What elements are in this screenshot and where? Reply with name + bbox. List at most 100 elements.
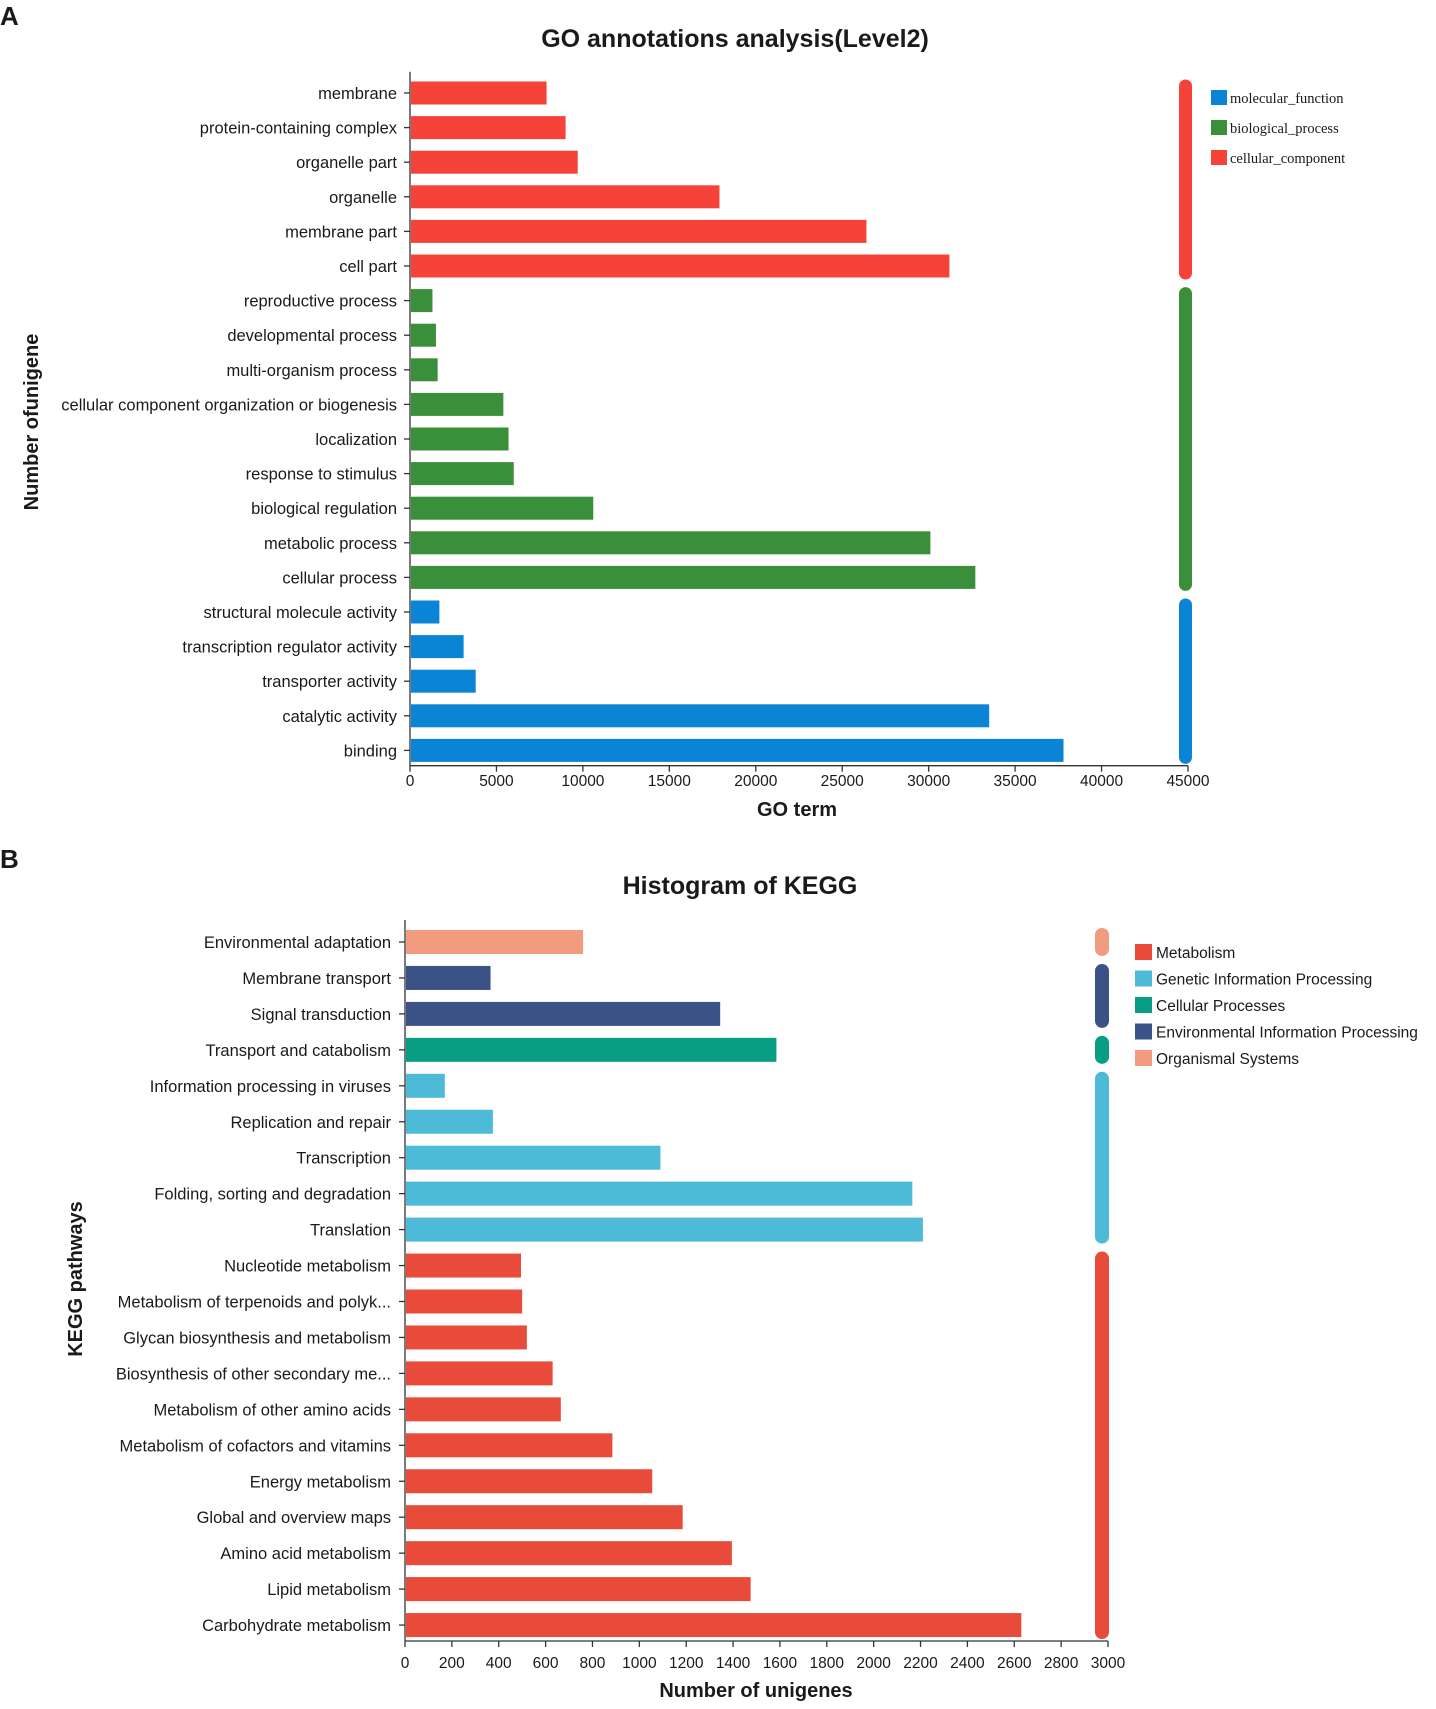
kegg-bar: [406, 1325, 527, 1350]
go-x-tick-label: 25000: [821, 773, 864, 790]
kegg-legend-swatch: [1135, 997, 1152, 1013]
kegg-bar: [406, 1253, 521, 1278]
kegg-bar: [406, 1577, 751, 1602]
kegg-group-indicator: [1095, 1071, 1109, 1244]
kegg-category-label: Transcription: [296, 1150, 391, 1168]
kegg-bar: [406, 965, 491, 990]
go-group-indicators: [1179, 79, 1192, 764]
kegg-chart-title: Histogram of KEGG: [623, 872, 858, 900]
go-x-tick-label: 45000: [1166, 773, 1209, 790]
go-category-label: metabolic process: [264, 535, 397, 553]
go-category-label: transcription regulator activity: [182, 639, 397, 657]
go-x-axis-title: GO term: [757, 799, 837, 821]
kegg-category-label: Energy metabolism: [250, 1473, 391, 1491]
go-bar: [411, 392, 504, 416]
kegg-category-label: Environmental adaptation: [204, 934, 391, 952]
kegg-x-tick-label: 2400: [950, 1655, 985, 1672]
kegg-x-tick-label: 1600: [763, 1655, 798, 1672]
kegg-category-label: Lipid metabolism: [267, 1581, 391, 1599]
kegg-x-tick-label: 600: [533, 1655, 559, 1672]
go-group-indicator: [1179, 79, 1192, 280]
go-category-label: cellular component organization or bioge…: [61, 396, 397, 414]
kegg-bar: [406, 1037, 777, 1062]
kegg-legend-label: Genetic Information Processing: [1156, 972, 1372, 989]
kegg-x-tick-label: 2200: [903, 1655, 938, 1672]
go-category-label: cell part: [339, 258, 397, 276]
kegg-category-label: Amino acid metabolism: [220, 1545, 391, 1563]
kegg-category-label: Information processing in viruses: [150, 1078, 391, 1096]
go-legend: molecular_function biological_processcell…: [1211, 90, 1345, 167]
go-category-label: catalytic activity: [282, 708, 397, 726]
go-bar: [411, 358, 438, 382]
kegg-legend: Metabolism Genetic Information Processing…: [1135, 944, 1418, 1068]
kegg-legend-swatch: [1135, 944, 1152, 960]
go-x-tick-label: 35000: [994, 773, 1037, 790]
go-category-label: protein-containing complex: [200, 120, 398, 138]
kegg-bar: [406, 1073, 445, 1098]
kegg-legend-swatch: [1135, 970, 1152, 987]
go-bar: [411, 323, 436, 347]
kegg-category-label: Folding, sorting and degradation: [154, 1186, 391, 1204]
kegg-bar: [406, 1289, 523, 1314]
go-legend-swatch: [1211, 120, 1227, 135]
kegg-legend-label: Organismal Systems: [1156, 1051, 1299, 1068]
kegg-category-label: Carbohydrate metabolism: [202, 1617, 391, 1635]
go-bar: [411, 738, 1064, 762]
go-x-tick-label: 15000: [648, 773, 691, 790]
kegg-category-label: Glycan biosynthesis and metabolism: [123, 1329, 391, 1347]
kegg-category-label: Metabolism of other amino acids: [153, 1401, 391, 1419]
kegg-x-tick-label: 3000: [1091, 1655, 1126, 1672]
go-bar: [411, 600, 440, 624]
go-bar: [411, 669, 476, 693]
go-category-label: developmental process: [227, 327, 397, 345]
kegg-x-tick-label: 2000: [856, 1655, 891, 1672]
kegg-bar: [406, 930, 584, 954]
go-category-label: biological regulation: [251, 500, 397, 518]
go-category-label: binding: [344, 742, 397, 760]
go-bar: [411, 219, 867, 243]
go-bar: [411, 635, 464, 659]
go-category-label: localization: [315, 431, 397, 449]
kegg-bar: [406, 1613, 1022, 1638]
kegg-x-tick-label: 2600: [997, 1655, 1032, 1672]
kegg-category-label: Metabolism of cofactors and vitamins: [120, 1437, 391, 1455]
kegg-bar: [406, 1397, 561, 1422]
go-bar: [411, 496, 594, 520]
kegg-category-label: Signal transduction: [251, 1006, 391, 1024]
kegg-bars: [406, 930, 1022, 1638]
kegg-group-indicators: [1095, 928, 1109, 1640]
kegg-bar: [406, 1361, 553, 1386]
kegg-y-axis-title: KEGG pathways: [65, 1201, 87, 1357]
kegg-axes: Environmental adaptation Membrane transpo…: [116, 920, 1126, 1672]
kegg-x-axis-title: Number of unigenes: [659, 1680, 852, 1702]
kegg-bar: [406, 1217, 923, 1242]
go-bar: [411, 150, 578, 174]
go-legend-label: molecular_function: [1230, 91, 1344, 107]
go-legend-swatch: [1211, 90, 1227, 105]
go-bar: [411, 254, 950, 278]
go-category-label: reproductive process: [244, 293, 397, 311]
go-category-label: membrane part: [285, 223, 397, 241]
kegg-x-tick-label: 1200: [669, 1655, 704, 1672]
go-bar: [411, 116, 566, 140]
go-axes: membrane protein-containing complex organe…: [61, 71, 1210, 790]
kegg-x-tick-label: 1800: [810, 1655, 845, 1672]
go-bar: [411, 704, 990, 728]
go-category-label: multi-organism process: [226, 362, 397, 380]
kegg-bar: [406, 1001, 721, 1026]
go-category-label: organelle part: [296, 154, 397, 172]
kegg-bar: [406, 1181, 913, 1206]
kegg-category-label: Global and overview maps: [197, 1509, 391, 1527]
kegg-bar: [406, 1145, 661, 1170]
kegg-legend-label: Metabolism: [1156, 945, 1235, 962]
kegg-category-label: Transport and catabolism: [205, 1042, 391, 1060]
kegg-legend-label: Environmental Information Processing: [1156, 1025, 1418, 1042]
go-category-label: transporter activity: [262, 673, 398, 691]
kegg-x-tick-label: 800: [580, 1655, 606, 1672]
panel-letter-a: A: [0, 1, 19, 31]
kegg-group-indicator: [1095, 963, 1109, 1028]
go-bars: [411, 81, 1064, 762]
go-legend-label: biological_process: [1230, 121, 1339, 137]
go-annotation-chart: A GO annotations analysis(Level2) Number…: [0, 1, 1345, 821]
